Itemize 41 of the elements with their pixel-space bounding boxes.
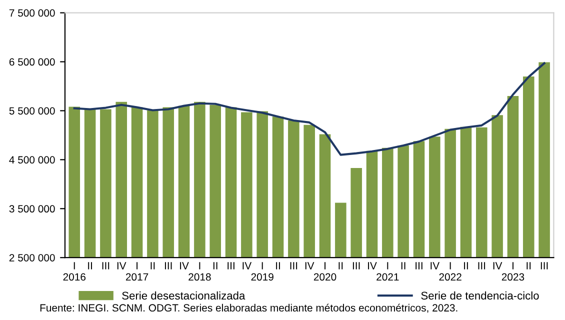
x-tick-label: II — [401, 262, 406, 270]
y-tick-label: 7 500 000 — [9, 9, 55, 17]
legend-label: Serie de tendencia-ciclo — [421, 291, 539, 300]
x-tick-label: IV — [368, 262, 377, 270]
x-tick-label: IV — [117, 262, 126, 270]
x-tick-label: II — [526, 262, 531, 270]
x-tick-label: I 2018 — [188, 262, 211, 281]
x-tick-label: IV — [305, 262, 314, 270]
x-tick-label: I 2022 — [439, 262, 462, 281]
x-tick-label: I 2023 — [502, 262, 524, 281]
x-tick-label: III — [352, 262, 360, 270]
x-tick-label: II — [464, 262, 468, 270]
x-tick-label: III — [228, 262, 234, 270]
x-tick-label: IV — [242, 262, 252, 270]
x-tick-label: II — [276, 262, 280, 270]
legend-label: Serie desestacionalizada — [122, 291, 246, 300]
x-tick-label: III — [416, 262, 422, 270]
x-tick-label: III — [102, 262, 110, 270]
y-tick-label: 4 500 000 — [9, 156, 55, 164]
x-tick-label: IV — [180, 262, 189, 270]
y-tick-label: 6 500 000 — [9, 58, 55, 66]
x-tick-label: III — [540, 262, 548, 270]
x-tick-label: I 2016 — [63, 262, 86, 281]
source-note: Fuente: INEGI. SCNM. ODGT. Series elaboradas mediante métodos econométricos, 2023. — [40, 304, 458, 313]
x-tick-label: I 2019 — [251, 262, 274, 281]
y-tick-label: 2 500 000 — [9, 254, 55, 262]
x-tick-label: I 2017 — [126, 262, 148, 281]
x-tick-label: II — [213, 262, 218, 270]
y-tick-label: 5 500 000 — [9, 107, 55, 115]
y-tick-label: 3 500 000 — [9, 205, 55, 213]
x-tick-label: II — [88, 262, 92, 270]
line-series — [73, 62, 546, 156]
x-tick-label: III — [290, 262, 298, 270]
x-tick-label: II — [150, 262, 155, 270]
x-tick-label: II — [338, 262, 343, 270]
x-tick-label: I 2020 — [314, 262, 336, 281]
x-tick-label: IV — [493, 262, 502, 270]
x-tick-label: III — [164, 262, 172, 270]
x-tick-label: III — [478, 262, 486, 270]
x-tick-label: I 2021 — [376, 262, 399, 281]
x-tick-label: IV — [430, 262, 440, 270]
